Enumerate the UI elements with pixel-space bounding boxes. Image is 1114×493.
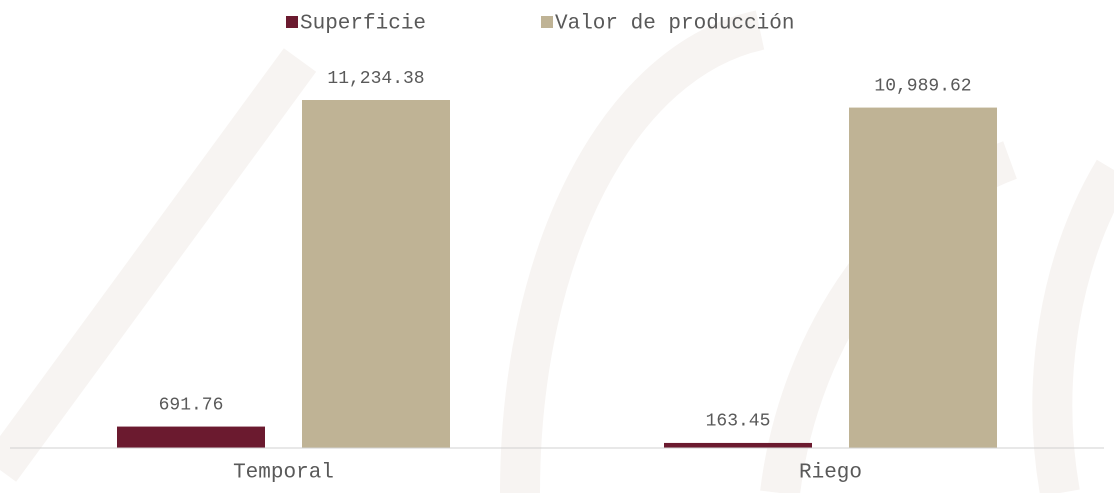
legend-label: Valor de producción — [555, 13, 794, 36]
legend-swatch — [286, 16, 298, 28]
legend-swatch — [541, 16, 553, 28]
bar — [849, 107, 997, 448]
watermark-stroke — [500, 10, 765, 493]
data-label: 691.76 — [159, 395, 224, 415]
x-tick-label: Temporal — [233, 462, 334, 485]
data-label: 11,234.38 — [327, 69, 424, 89]
bar — [664, 442, 812, 448]
legend-label: Superficie — [300, 13, 426, 36]
bar — [302, 100, 450, 448]
data-label: 163.45 — [706, 412, 771, 432]
bar — [117, 426, 265, 448]
watermark-stroke — [0, 48, 317, 482]
data-label: 10,989.62 — [874, 76, 971, 96]
x-tick-label: Riego — [799, 462, 862, 485]
watermark-stroke — [1032, 159, 1114, 493]
